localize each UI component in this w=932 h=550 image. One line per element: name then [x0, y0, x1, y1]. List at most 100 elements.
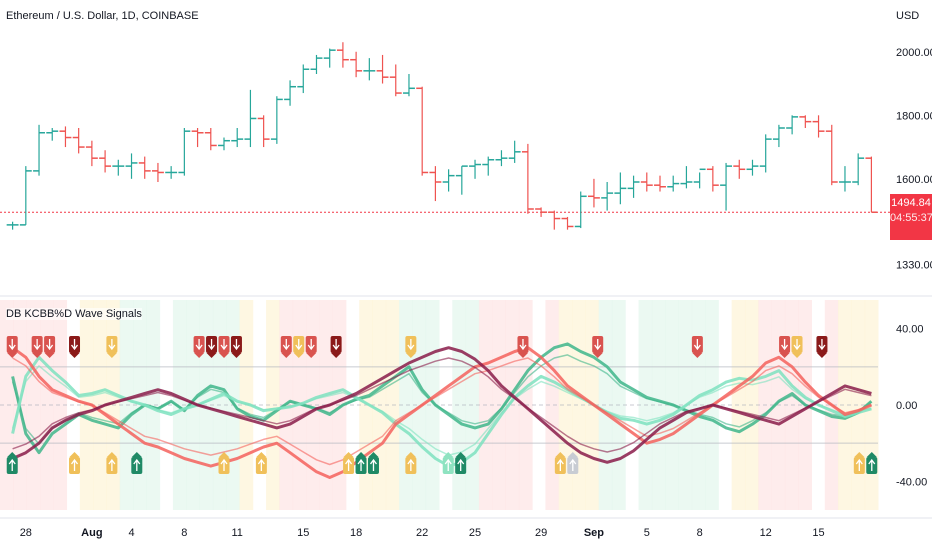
ohlc-bar [786, 115, 799, 135]
arrow-down-icon [307, 339, 315, 351]
signal-zone-bg [53, 300, 68, 510]
signal-down-marker [31, 336, 43, 358]
time-axis-tick: Sep [584, 527, 604, 539]
arrow-down-icon [195, 339, 203, 351]
arrow-up-icon [357, 458, 365, 471]
signal-pointer [206, 353, 217, 358]
signal-down-marker [69, 336, 81, 358]
signal-down-marker [305, 336, 317, 358]
arrow-up-icon [133, 458, 141, 471]
time-axis-tick: 15 [812, 527, 824, 539]
ohlc-bar [59, 126, 72, 148]
time-axis-tick: 28 [20, 527, 32, 539]
ohlc-bar [363, 58, 376, 81]
signal-down-marker [44, 336, 56, 358]
arrow-down-icon [8, 339, 16, 351]
price-badge-value: 1494.84 [891, 197, 931, 209]
arrow-up-icon [220, 458, 228, 471]
ohlc-bar [601, 182, 614, 211]
arrow-down-icon [220, 339, 228, 351]
ohlc-bar [257, 115, 270, 148]
ohlc-bar [667, 175, 680, 192]
signal-pointer [343, 452, 354, 457]
signal-up-marker [255, 452, 267, 474]
arrow-down-icon [693, 339, 701, 351]
time-axis-tick: Aug [81, 527, 102, 539]
arrow-up-icon [108, 458, 116, 471]
signal-up-marker [853, 452, 865, 474]
ohlc-bar [574, 191, 587, 229]
wave-series-line [11, 346, 872, 479]
ohlc-bar [720, 162, 733, 211]
ohlc-bar [403, 74, 415, 97]
time-axis-tick: 8 [181, 527, 187, 539]
arrow-down-icon [282, 339, 290, 351]
signal-pointer [7, 452, 18, 457]
signal-up-marker [355, 452, 367, 474]
ohlc-bar [72, 128, 85, 154]
ohlc-bar [746, 159, 759, 176]
signal-zone-bg [838, 300, 852, 510]
ohlc-bar [389, 64, 402, 97]
signal-up-marker [554, 452, 566, 474]
signal-pointer [854, 452, 865, 457]
ohlc-bar [178, 128, 191, 176]
signal-up-marker [218, 452, 230, 474]
arrow-up-icon [345, 458, 353, 471]
ohlc-bar [310, 54, 323, 74]
signal-pointer [231, 353, 242, 358]
indicator-axis-tick: 0.00 [896, 400, 917, 412]
arrow-up-icon [369, 458, 378, 471]
ohlc-bar [535, 207, 548, 217]
arrow-up-icon [8, 458, 16, 471]
signal-down-marker [230, 336, 242, 358]
ohlc-bar [614, 172, 627, 205]
ohlc-bar [336, 42, 349, 68]
ohlc-bar [46, 128, 59, 141]
arrow-down-icon [781, 339, 789, 351]
signal-down-marker [330, 336, 342, 358]
signal-pointer [281, 353, 292, 358]
signal-pointer [356, 452, 367, 457]
arrow-up-icon [70, 458, 79, 471]
signal-pointer [567, 452, 578, 457]
ohlc-bar [231, 128, 244, 148]
signal-down-marker [816, 336, 828, 358]
signal-pointer [256, 452, 267, 457]
symbol-title: Ethereum / U.S. Dollar, 1D, COINBASE [6, 10, 199, 22]
ohlc-bar [151, 162, 164, 182]
ohlc-bar [416, 86, 429, 176]
price-axis-tick: 2000.00 [896, 47, 932, 59]
arrow-up-icon [457, 458, 465, 471]
signal-down-marker [592, 336, 604, 358]
arrow-up-icon [407, 458, 415, 471]
signal-down-marker [218, 336, 230, 358]
arrow-down-icon [108, 339, 116, 351]
ohlc-bar [693, 168, 706, 189]
signal-up-marker [367, 452, 379, 474]
arrow-down-icon [232, 339, 240, 351]
price-axis-tick: 1800.00 [896, 110, 932, 122]
signal-pointer [293, 353, 304, 358]
wave-series-band [12, 357, 872, 466]
ohlc-bar [284, 80, 297, 106]
arrow-up-icon [556, 458, 564, 471]
wave-series-line [11, 355, 872, 468]
signal-up-marker [343, 452, 355, 474]
signal-pointer [443, 452, 454, 457]
ohlc-bar [218, 137, 230, 151]
signal-up-marker [106, 452, 118, 474]
signal-down-marker [791, 336, 803, 358]
signal-down-marker [517, 336, 529, 358]
indicator-axis-tick: 40.00 [896, 324, 924, 336]
time-axis-tick: 22 [416, 527, 428, 539]
ohlc-bar [244, 89, 257, 148]
ohlc-bar [495, 150, 508, 167]
arrow-up-icon [569, 458, 577, 471]
ohlc-bar [561, 216, 574, 230]
signal-pointer [32, 353, 43, 358]
signal-pointer [455, 452, 466, 457]
price-axis-tick: 1600.00 [896, 174, 932, 186]
ohlc-bar [654, 175, 666, 192]
